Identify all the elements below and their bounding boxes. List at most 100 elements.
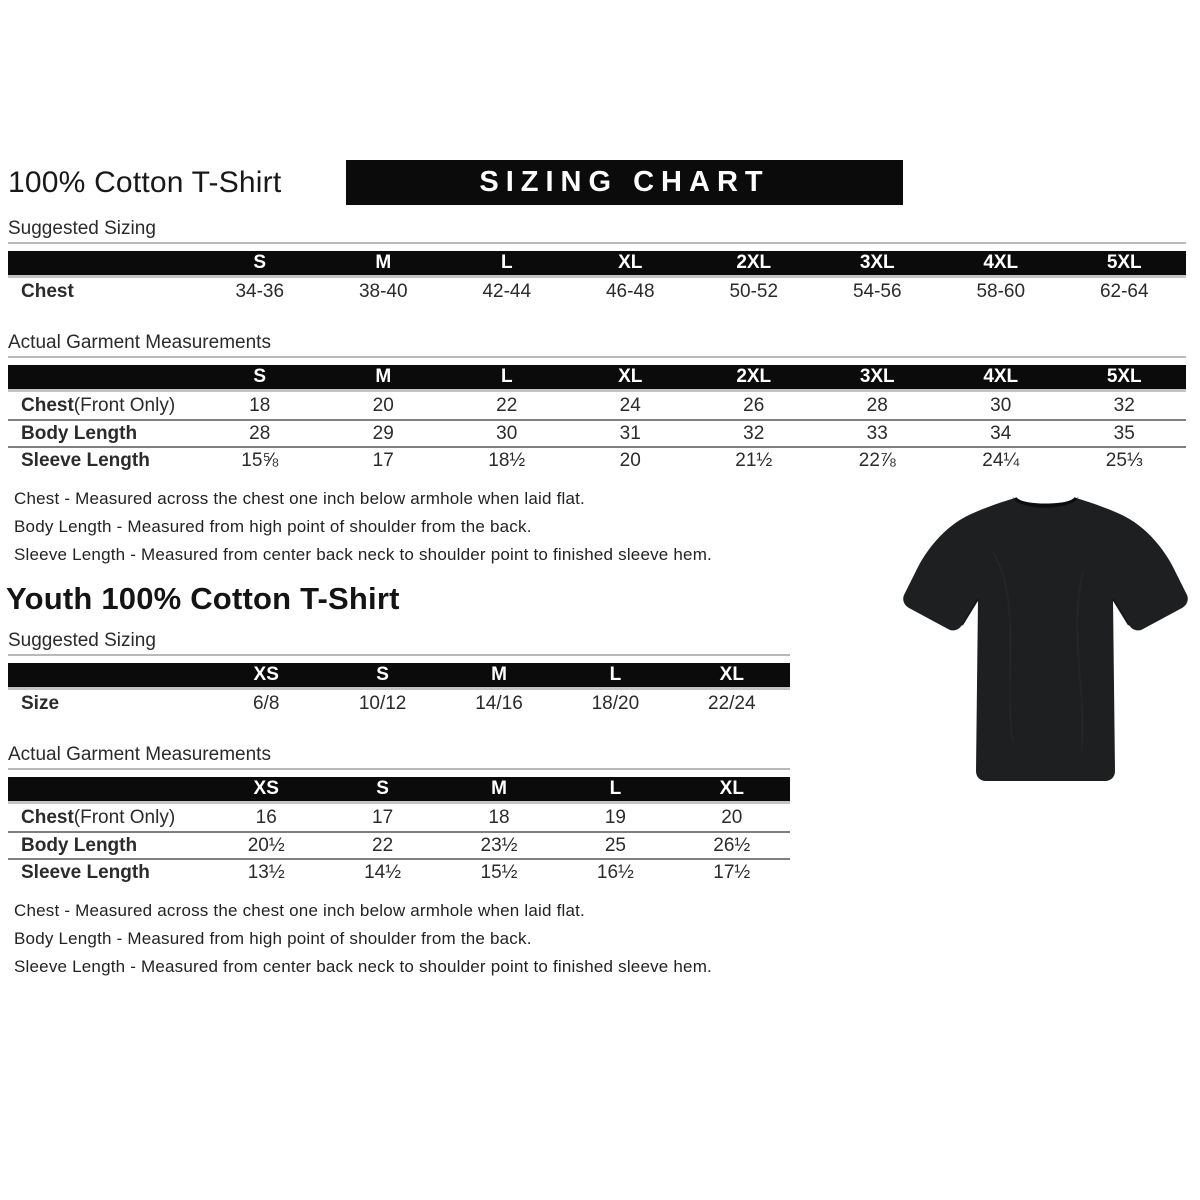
row-label: Sleeve Length <box>8 448 198 473</box>
adult-measurement-notes: Chest - Measured across the chest one in… <box>14 485 1190 569</box>
value-cell: 20 <box>619 449 641 471</box>
value-cell: 17 <box>372 449 394 471</box>
value-cell: 42-44 <box>482 280 532 302</box>
table-row: Size 6/8 10/12 14/16 18/20 22/24 <box>8 690 790 717</box>
adult-suggested-heading: Suggested Sizing <box>8 218 1186 244</box>
adult-suggested-table: S M L XL 2XL 3XL 4XL 5XL Chest 34-36 38-40 42-44 46-… <box>8 251 1186 305</box>
adult-actual-table: S M L XL 2XL 3XL 4XL 5XL Chest (Front Only) 18 20 2… <box>8 365 1186 473</box>
table-header-spacer <box>8 251 198 275</box>
row-label-text: Chest <box>21 280 74 302</box>
value-cell: 20 <box>721 806 743 828</box>
value-cell: 17 <box>372 806 394 828</box>
value-cell: 6/8 <box>252 692 280 714</box>
value-cell: 22⅞ <box>858 449 896 471</box>
youth-actual-heading: Actual Garment Measurements <box>8 744 790 770</box>
column-header-l: L <box>609 664 622 685</box>
column-header-5xl: 5XL <box>1106 366 1142 387</box>
value-cell: 23½ <box>480 834 518 856</box>
column-header-xl: XL <box>719 778 744 799</box>
table-header-spacer <box>8 663 208 687</box>
table-row: Chest (Front Only) 16 17 18 19 20 <box>8 804 790 831</box>
table-header-row: XS S M L XL <box>8 777 790 804</box>
value-cell: 32 <box>743 422 765 444</box>
value-cell: 13½ <box>247 861 285 883</box>
row-label-text: Chest <box>21 394 74 416</box>
row-label-text: Sleeve Length <box>21 449 150 471</box>
value-cell: 22/24 <box>708 692 756 714</box>
value-cell: 18/20 <box>591 692 640 714</box>
value-cell: 50-52 <box>729 280 779 302</box>
row-label: Chest <box>8 278 198 305</box>
column-header-s: S <box>253 252 267 273</box>
value-cell: 22 <box>372 834 394 856</box>
note-line: Sleeve Length - Measured from center bac… <box>14 545 712 564</box>
column-header-l: L <box>609 778 622 799</box>
column-header-xl: XL <box>618 252 643 273</box>
value-cell: 15⅝ <box>241 449 279 471</box>
youth-title: Youth 100% Cotton T-Shirt <box>6 581 400 616</box>
value-cell: 28 <box>866 394 888 416</box>
adult-actual-heading: Actual Garment Measurements <box>8 332 1186 358</box>
value-cell: 25 <box>604 834 626 856</box>
value-cell: 18 <box>488 806 510 828</box>
column-header-xs: XS <box>253 664 279 685</box>
note-line: Body Length - Measured from high point o… <box>14 929 532 948</box>
table-header-row: S M L XL 2XL 3XL 4XL 5XL <box>8 365 1186 392</box>
tshirt-photo <box>893 482 1198 807</box>
value-cell: 58-60 <box>976 280 1026 302</box>
value-cell: 26½ <box>713 834 751 856</box>
row-label: Chest (Front Only) <box>8 392 198 419</box>
column-header-xl: XL <box>618 366 643 387</box>
value-cell: 62-64 <box>1099 280 1149 302</box>
row-label-text: Size <box>21 692 60 714</box>
value-cell: 22 <box>496 394 518 416</box>
row-label: Body Length <box>8 421 198 446</box>
black-tshirt-icon <box>903 496 1188 781</box>
table-header-row: S M L XL 2XL 3XL 4XL 5XL <box>8 251 1186 278</box>
column-header-s: S <box>376 778 389 799</box>
table-header-spacer <box>8 365 198 389</box>
column-header-2xl: 2XL <box>736 252 772 273</box>
value-cell: 29 <box>372 422 394 444</box>
value-cell: 31 <box>619 422 641 444</box>
value-cell: 35 <box>1113 422 1135 444</box>
sizing-chart-banner: SIZING CHART <box>346 160 903 205</box>
value-cell: 20 <box>372 394 394 416</box>
column-header-3xl: 3XL <box>859 366 895 387</box>
value-cell: 33 <box>866 422 888 444</box>
value-cell: 18 <box>249 394 271 416</box>
column-header-xl: XL <box>719 664 744 685</box>
value-cell: 30 <box>496 422 518 444</box>
note-line: Sleeve Length - Measured from center bac… <box>14 957 712 976</box>
page-title: 100% Cotton T-Shirt <box>8 165 282 199</box>
note-line: Chest - Measured across the chest one in… <box>14 901 585 920</box>
value-cell: 15½ <box>480 861 518 883</box>
value-cell: 16½ <box>596 861 634 883</box>
column-header-2xl: 2XL <box>736 366 772 387</box>
value-cell: 26 <box>743 394 765 416</box>
row-label-text: Chest <box>21 806 74 828</box>
row-label: Sleeve Length <box>8 860 208 885</box>
row-label-text: Body Length <box>21 422 138 444</box>
column-header-xs: XS <box>253 778 279 799</box>
value-cell: 24 <box>619 394 641 416</box>
row-label: Size <box>8 690 208 717</box>
column-header-l: L <box>500 366 513 387</box>
value-cell: 54-56 <box>852 280 902 302</box>
row-label-text: Body Length <box>21 834 138 856</box>
column-header-l: L <box>500 252 513 273</box>
table-row: Body Length 20½ 22 23½ 25 26½ <box>8 831 790 858</box>
table-header-spacer <box>8 777 208 801</box>
column-header-m: M <box>375 366 392 387</box>
youth-suggested-table: XS S M L XL Size 6/8 10/12 14/16 18/20 22/24 <box>8 663 790 717</box>
column-header-m: M <box>491 664 507 685</box>
column-header-3xl: 3XL <box>859 252 895 273</box>
column-header-m: M <box>375 252 392 273</box>
column-header-5xl: 5XL <box>1106 252 1142 273</box>
note-line: Body Length - Measured from high point o… <box>14 517 532 536</box>
value-cell: 21½ <box>735 449 773 471</box>
value-cell: 28 <box>249 422 271 444</box>
table-row: Sleeve Length 15⅝ 17 18½ 20 21½ 22⅞ 24¼ 25⅓ <box>8 446 1186 473</box>
note-line: Chest - Measured across the chest one in… <box>14 489 585 508</box>
row-label-suffix: (Front Only) <box>73 806 176 828</box>
